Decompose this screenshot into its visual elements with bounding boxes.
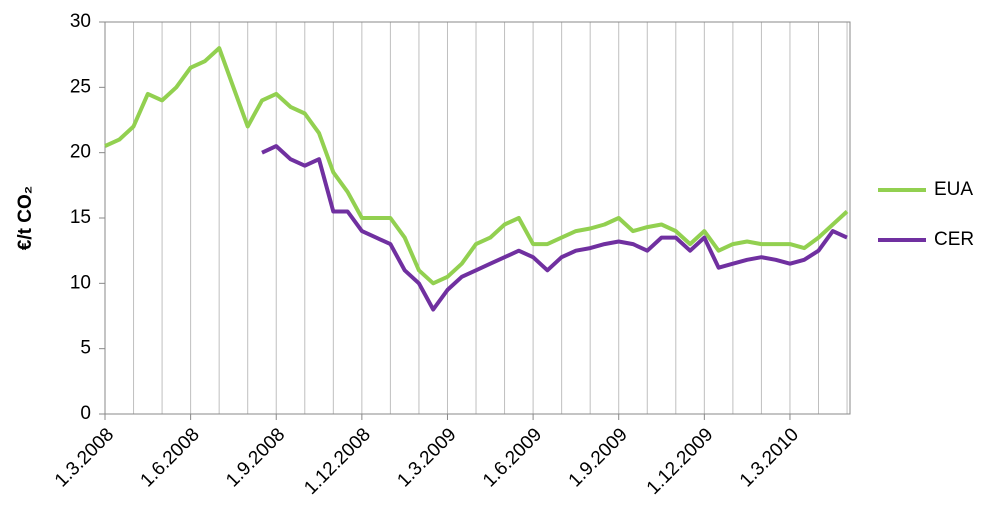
x-tick-label: 1.6.2009 xyxy=(479,424,546,491)
x-tick-label: 1.6.2008 xyxy=(137,424,204,491)
y-tick-label: 5 xyxy=(80,338,91,359)
series-line xyxy=(261,144,848,312)
x-tick-label: 1.3.2010 xyxy=(736,424,803,491)
x-tick-label: 1.3.2009 xyxy=(393,424,460,491)
y-tick-label: 10 xyxy=(70,272,91,293)
y-tick-label: 30 xyxy=(70,11,91,32)
plot-border xyxy=(104,21,851,415)
x-tick-label: 1.9.2008 xyxy=(222,424,289,491)
y-tick-label: 15 xyxy=(70,207,91,228)
legend-label: CER xyxy=(934,229,974,250)
x-tick-label: 1.3.2008 xyxy=(51,424,118,491)
x-tick-label: 1.12.2008 xyxy=(300,424,375,499)
y-tick-label: 25 xyxy=(70,76,91,97)
y-axis-label: €/t CO₂ xyxy=(15,186,36,250)
y-tick-label: 0 xyxy=(80,403,91,424)
legend-label: EUA xyxy=(934,179,973,200)
x-tick-label: 1.12.2009 xyxy=(643,424,718,499)
x-tick-label: 1.9.2009 xyxy=(565,424,632,491)
y-tick-label: 20 xyxy=(70,142,91,163)
series-line xyxy=(104,46,849,286)
